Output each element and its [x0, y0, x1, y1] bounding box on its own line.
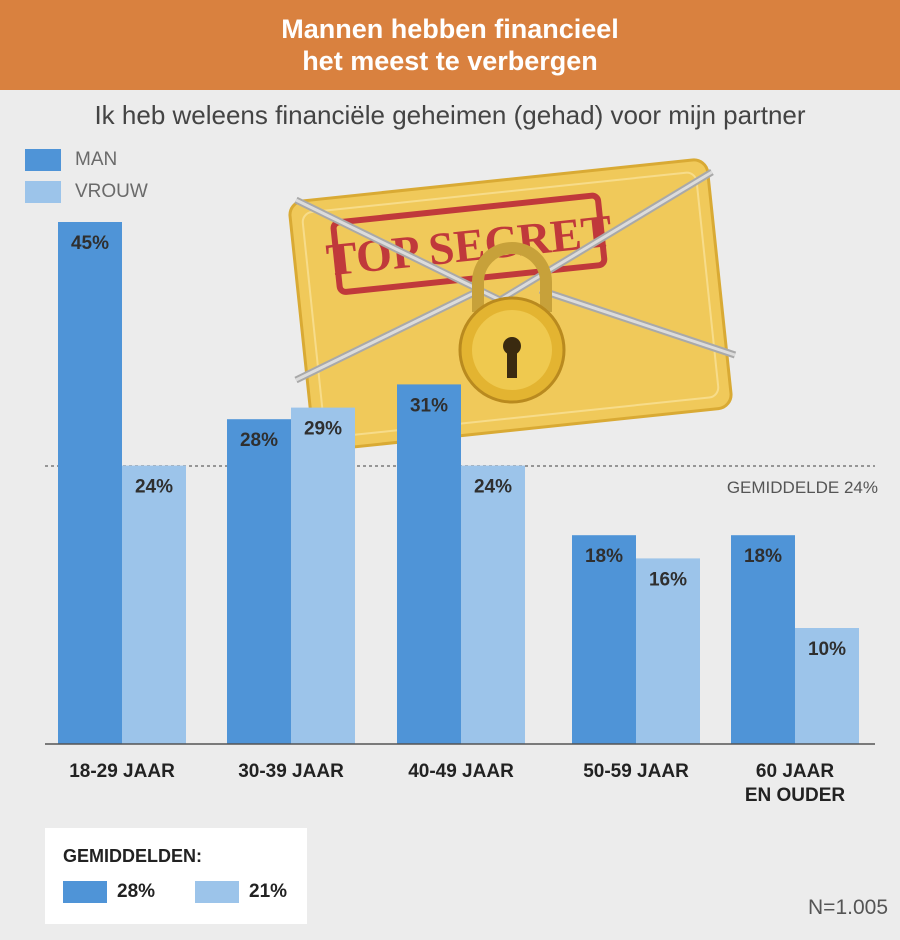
- bar-label-group: 45% 24% 28% 29% 31% 24% 18% 16% 18% 10%: [71, 233, 846, 660]
- summary-value-vrouw: 21%: [249, 881, 288, 902]
- legend-item-vrouw: VROUW: [25, 176, 148, 208]
- legend-label-man: MAN: [75, 149, 118, 170]
- averages-summary-title: GEMIDDELDEN:: [63, 846, 202, 866]
- bar-vrouw-1: [291, 407, 355, 744]
- legend: MAN VROUW: [25, 144, 148, 208]
- bar-man-0: [58, 222, 122, 744]
- category-label-1: 30-39 JAAR: [238, 761, 344, 782]
- bar-value-label-man-1: 28%: [240, 430, 278, 451]
- bar-value-label-vrouw-4: 10%: [808, 639, 846, 660]
- summary-value-man: 28%: [117, 881, 156, 902]
- averages-summary-box: GEMIDDELDEN: 28% 21%: [45, 828, 307, 924]
- bar-vrouw-0: [122, 465, 186, 744]
- top-secret-illustration: TOP SECRET: [288, 158, 737, 452]
- category-label-4-line-1: EN OUDER: [745, 785, 846, 806]
- bar-vrouw-3: [636, 558, 700, 744]
- bar-man-1: [227, 419, 291, 744]
- bar-value-label-man-3: 18%: [585, 546, 623, 567]
- category-label-0: 18-29 JAAR: [69, 761, 175, 782]
- bar-value-label-man-2: 31%: [410, 395, 448, 416]
- bar-vrouw-2: [461, 465, 525, 744]
- bar-man-2: [397, 384, 461, 744]
- bar-vrouw-4: [795, 628, 859, 744]
- category-label-3: 50-59 JAAR: [583, 761, 689, 782]
- chart-title-banner: Mannen hebben financieel het meest te ve…: [0, 0, 900, 90]
- bar-man-3: [572, 535, 636, 744]
- bar-value-label-man-4: 18%: [744, 546, 782, 567]
- category-label-2: 40-49 JAAR: [408, 761, 514, 782]
- padlock-icon: [458, 242, 566, 404]
- sample-size-label: N=1.005: [808, 896, 888, 919]
- legend-label-vrouw: VROUW: [75, 181, 148, 202]
- bar-value-label-man-0: 45%: [71, 233, 109, 254]
- chart-subtitle: Ik heb weleens financiële geheimen (geha…: [94, 100, 806, 130]
- bar-value-label-vrouw-3: 16%: [649, 569, 687, 590]
- average-label: GEMIDDELDE 24%: [727, 478, 878, 497]
- legend-item-man: MAN: [25, 144, 148, 176]
- category-label-4-line-0: 60 JAAR: [756, 761, 834, 782]
- summary-item-vrouw: 21%: [195, 881, 287, 903]
- chart-title-line-1: Mannen hebben financieel: [281, 14, 619, 44]
- legend-swatch-vrouw: [25, 181, 61, 203]
- bar-value-label-vrouw-2: 24%: [474, 477, 512, 498]
- bar-group: [58, 222, 859, 744]
- summary-item-man: 28%: [63, 881, 155, 903]
- summary-swatch-man: [63, 881, 107, 903]
- bar-value-label-vrouw-0: 24%: [135, 477, 173, 498]
- chart-title-line-2: het meest te verbergen: [302, 46, 598, 76]
- summary-swatch-vrouw: [195, 881, 239, 903]
- legend-swatch-man: [25, 149, 61, 171]
- category-label-group: 18-29 JAAR 30-39 JAAR 40-49 JAAR 50-59 JAAR…: [69, 761, 845, 806]
- bar-man-4: [731, 535, 795, 744]
- bar-value-label-vrouw-1: 29%: [304, 419, 342, 440]
